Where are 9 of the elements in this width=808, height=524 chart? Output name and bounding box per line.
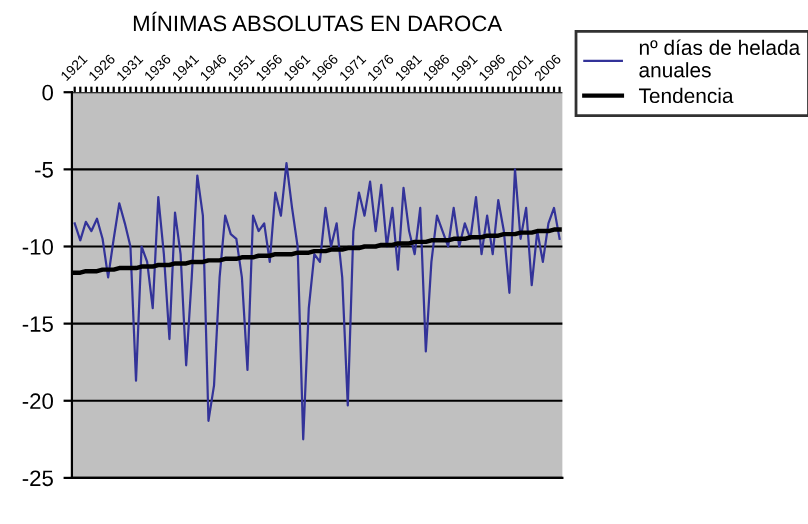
y-tick-label: -25 bbox=[22, 470, 53, 487]
chart-title: MÍNIMAS ABSOLUTAS EN DAROCA bbox=[133, 11, 503, 32]
y-tick-label: -10 bbox=[22, 239, 53, 255]
legend-label: nº días de helada anuales bbox=[639, 39, 801, 78]
y-tick-label: -5 bbox=[35, 162, 53, 178]
legend-label: Tendencia bbox=[638, 87, 734, 104]
y-tick-label: -15 bbox=[22, 316, 53, 332]
y-tick-label: 0 bbox=[42, 84, 53, 101]
y-tick-label: -20 bbox=[22, 393, 53, 410]
